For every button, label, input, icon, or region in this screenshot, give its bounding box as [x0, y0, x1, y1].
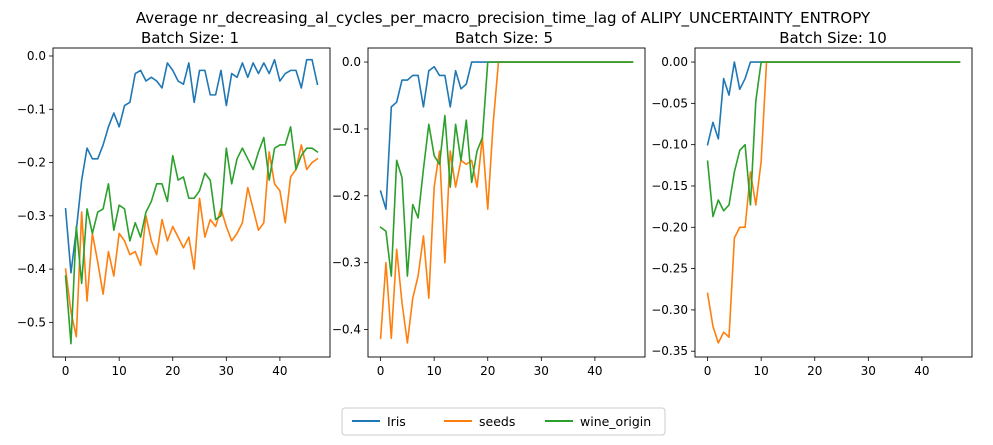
- y-tick-label: −0.4: [17, 262, 46, 276]
- legend: Iris seeds wine_origin: [341, 407, 666, 436]
- plot-frame: [367, 47, 646, 358]
- y-tick-label: −0.35: [651, 344, 688, 358]
- legend-frame: [341, 407, 666, 436]
- legend-label-seeds: seeds: [479, 414, 515, 429]
- y-tick-label: −0.3: [17, 209, 46, 223]
- series-line-iris: [64, 58, 319, 274]
- legend-label-wine-origin: wine_origin: [580, 414, 651, 429]
- subplot-title: Batch Size: 1: [141, 29, 239, 47]
- x-tick-label: 30: [861, 364, 876, 378]
- x-tick-label: 20: [165, 364, 180, 378]
- y-tick-label: −0.05: [651, 96, 688, 110]
- figure-suptitle: Average nr_decreasing_al_cycles_per_macr…: [136, 9, 871, 28]
- y-tick-label: −0.2: [332, 189, 361, 203]
- x-tick-label: 0: [62, 364, 70, 378]
- plot-frame: [694, 47, 973, 358]
- series-line-wine-origin: [379, 61, 634, 277]
- series-line-iris: [379, 61, 634, 210]
- y-tick-label: −0.25: [651, 262, 688, 276]
- x-tick-label: 30: [534, 364, 549, 378]
- axes-layer: Batch Size: 10 10 20 30 400.0−0.1−0.2−0.3−0.…: [17, 29, 973, 378]
- y-tick-label: −0.30: [651, 303, 688, 317]
- y-tick-label: −0.1: [17, 102, 46, 116]
- series-line-seeds: [379, 61, 634, 344]
- x-tick-label: 40: [914, 364, 929, 378]
- y-tick-label: −0.4: [332, 323, 361, 337]
- x-tick-label: 0: [704, 364, 712, 378]
- series-line-seeds: [706, 61, 961, 344]
- plot-frame: [52, 47, 331, 358]
- x-tick-label: 0: [377, 364, 385, 378]
- subplot-1: Batch Size: 1 0 10 20 30 40 0.0 −0.1 −0.2 −0.3 −0.…: [17, 29, 331, 378]
- series-line-wine-origin: [706, 61, 961, 218]
- y-tick-label: −0.5: [17, 315, 46, 329]
- subplot-3: Batch Size: 10 0 10 20 30 40 0.00 −0.05 −0.10 −0.…: [651, 29, 973, 378]
- x-tick-label: 20: [807, 364, 822, 378]
- x-tick-label: 30: [219, 364, 234, 378]
- series-line-wine-origin: [64, 126, 319, 345]
- subplot-2: Batch Size: 5 0 10 20 30 40 0.0 −0.1 −0.2 −0.3 −0.…: [332, 29, 646, 378]
- series-line-seeds: [64, 144, 319, 338]
- y-tick-label: −0.3: [332, 256, 361, 270]
- x-tick-label: 20: [480, 364, 495, 378]
- x-tick-label: 40: [587, 364, 602, 378]
- y-tick-label: −0.15: [651, 179, 688, 193]
- series-line-iris: [706, 61, 961, 146]
- subplot-title: Batch Size: 10: [779, 29, 887, 47]
- x-tick-label: 10: [112, 364, 127, 378]
- y-tick-label: 0.0: [27, 49, 46, 63]
- y-tick-label: −0.10: [651, 138, 688, 152]
- legend-label-iris: Iris: [387, 414, 406, 429]
- y-tick-label: 0.00: [661, 55, 688, 69]
- subplot-title: Batch Size: 5: [455, 29, 553, 47]
- y-tick-label: −0.2: [17, 156, 46, 170]
- x-tick-label: 40: [272, 364, 287, 378]
- x-tick-label: 10: [754, 364, 769, 378]
- x-tick-label: 10: [427, 364, 442, 378]
- y-tick-label: 0.0: [342, 55, 361, 69]
- y-tick-label: −0.1: [332, 122, 361, 136]
- y-tick-label: −0.20: [651, 220, 688, 234]
